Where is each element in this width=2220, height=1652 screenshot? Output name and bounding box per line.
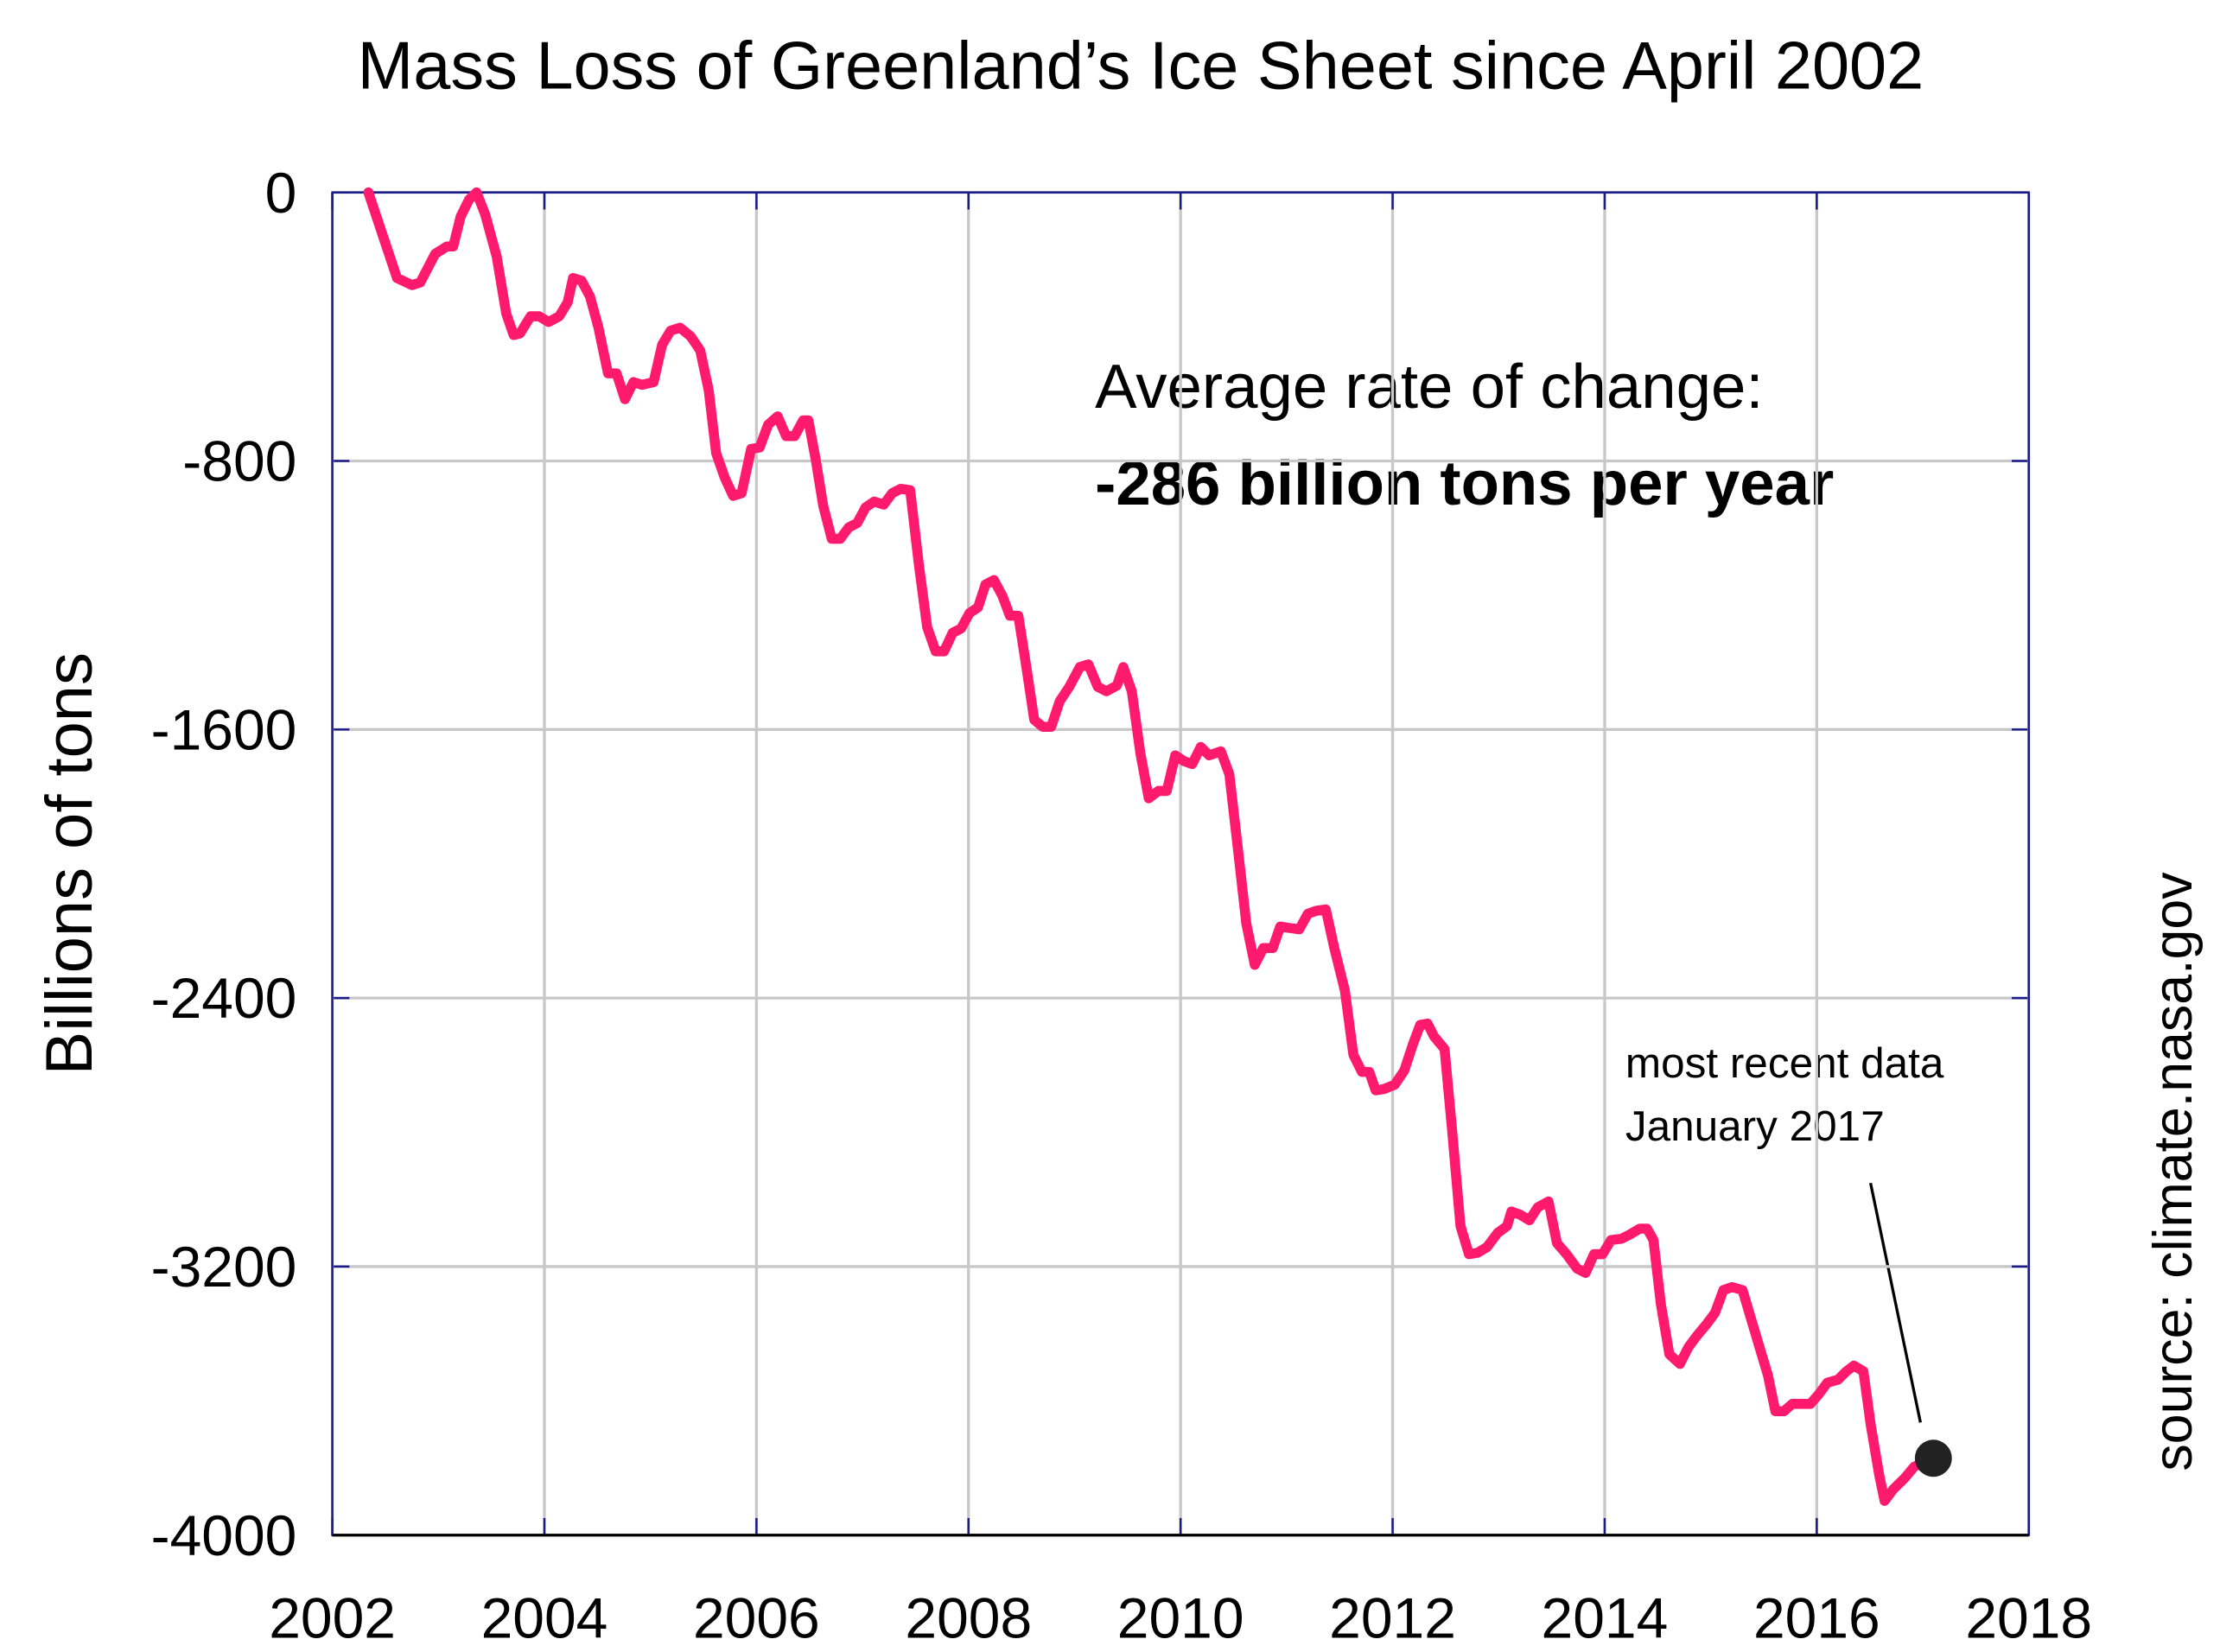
y-tick-label: -4000 (151, 1503, 297, 1567)
y-tick-label: 0 (265, 161, 297, 225)
latest-note: January 2017 (1625, 1102, 1885, 1150)
latest-point (1914, 1439, 1952, 1477)
source-note: source: climate.nasa.gov (2143, 872, 2204, 1471)
chart-title: Mass Loss of Greenland’s Ice Sheet since… (358, 29, 1924, 103)
rate-label: Average rate of change: (1095, 352, 1763, 422)
y-tick-label: -3200 (151, 1235, 297, 1299)
x-tick-label: 2016 (1753, 1586, 1880, 1650)
x-tick-label: 2004 (481, 1586, 608, 1650)
x-tick-label: 2002 (269, 1586, 396, 1650)
y-tick-label: -2400 (151, 966, 297, 1030)
note-leader (1868, 1182, 1922, 1423)
x-tick-label: 2012 (1329, 1586, 1456, 1650)
y-tick-label: -1600 (151, 697, 297, 761)
rate-value: -286 billion tons per year (1095, 448, 1834, 518)
x-tick-label: 2010 (1117, 1586, 1244, 1650)
latest-note: most recent data (1625, 1039, 1944, 1087)
x-tick-label: 2008 (905, 1586, 1032, 1650)
y-tick-label: -800 (182, 429, 296, 493)
x-tick-label: 2018 (1965, 1586, 2092, 1650)
x-tick-label: 2006 (693, 1586, 820, 1650)
y-axis-label: Billions of tons (33, 652, 106, 1075)
x-tick-label: 2014 (1542, 1586, 1669, 1650)
data-line (363, 187, 1939, 1506)
